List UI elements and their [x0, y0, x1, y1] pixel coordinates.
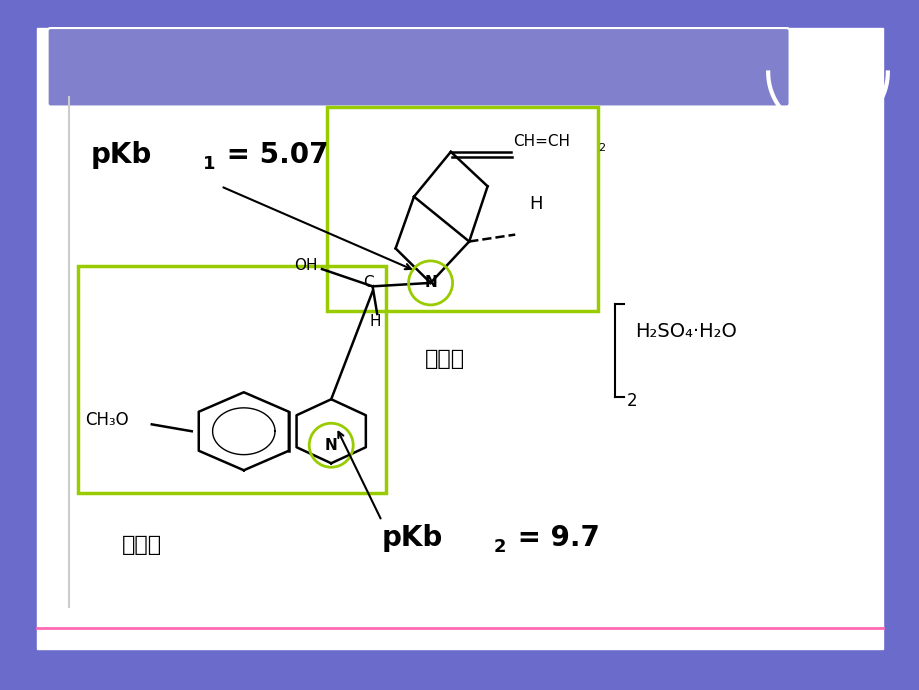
- Text: CH₃O: CH₃O: [85, 411, 128, 428]
- Bar: [326, 107, 597, 311]
- Text: H: H: [369, 314, 380, 329]
- Text: 1: 1: [203, 155, 216, 173]
- FancyBboxPatch shape: [48, 28, 789, 106]
- Text: OH: OH: [293, 258, 317, 273]
- Text: pKb: pKb: [90, 141, 152, 169]
- Text: 2: 2: [494, 538, 506, 556]
- Text: CH=CH: CH=CH: [513, 134, 570, 149]
- Text: = 5.07: = 5.07: [217, 141, 328, 169]
- Text: 2: 2: [597, 144, 605, 153]
- Text: N: N: [324, 437, 337, 453]
- Text: N: N: [424, 275, 437, 290]
- Text: 喹核碱: 喹核碱: [425, 349, 465, 368]
- Text: C: C: [362, 275, 373, 290]
- Text: H: H: [528, 195, 542, 213]
- Text: H₂SO₄·H₂O: H₂SO₄·H₂O: [634, 322, 736, 341]
- Text: 喹啉环: 喹啉环: [121, 535, 162, 555]
- Text: 2: 2: [626, 392, 637, 410]
- Bar: [78, 266, 386, 493]
- Text: pKb: pKb: [381, 524, 443, 552]
- Text: = 9.7: = 9.7: [507, 524, 599, 552]
